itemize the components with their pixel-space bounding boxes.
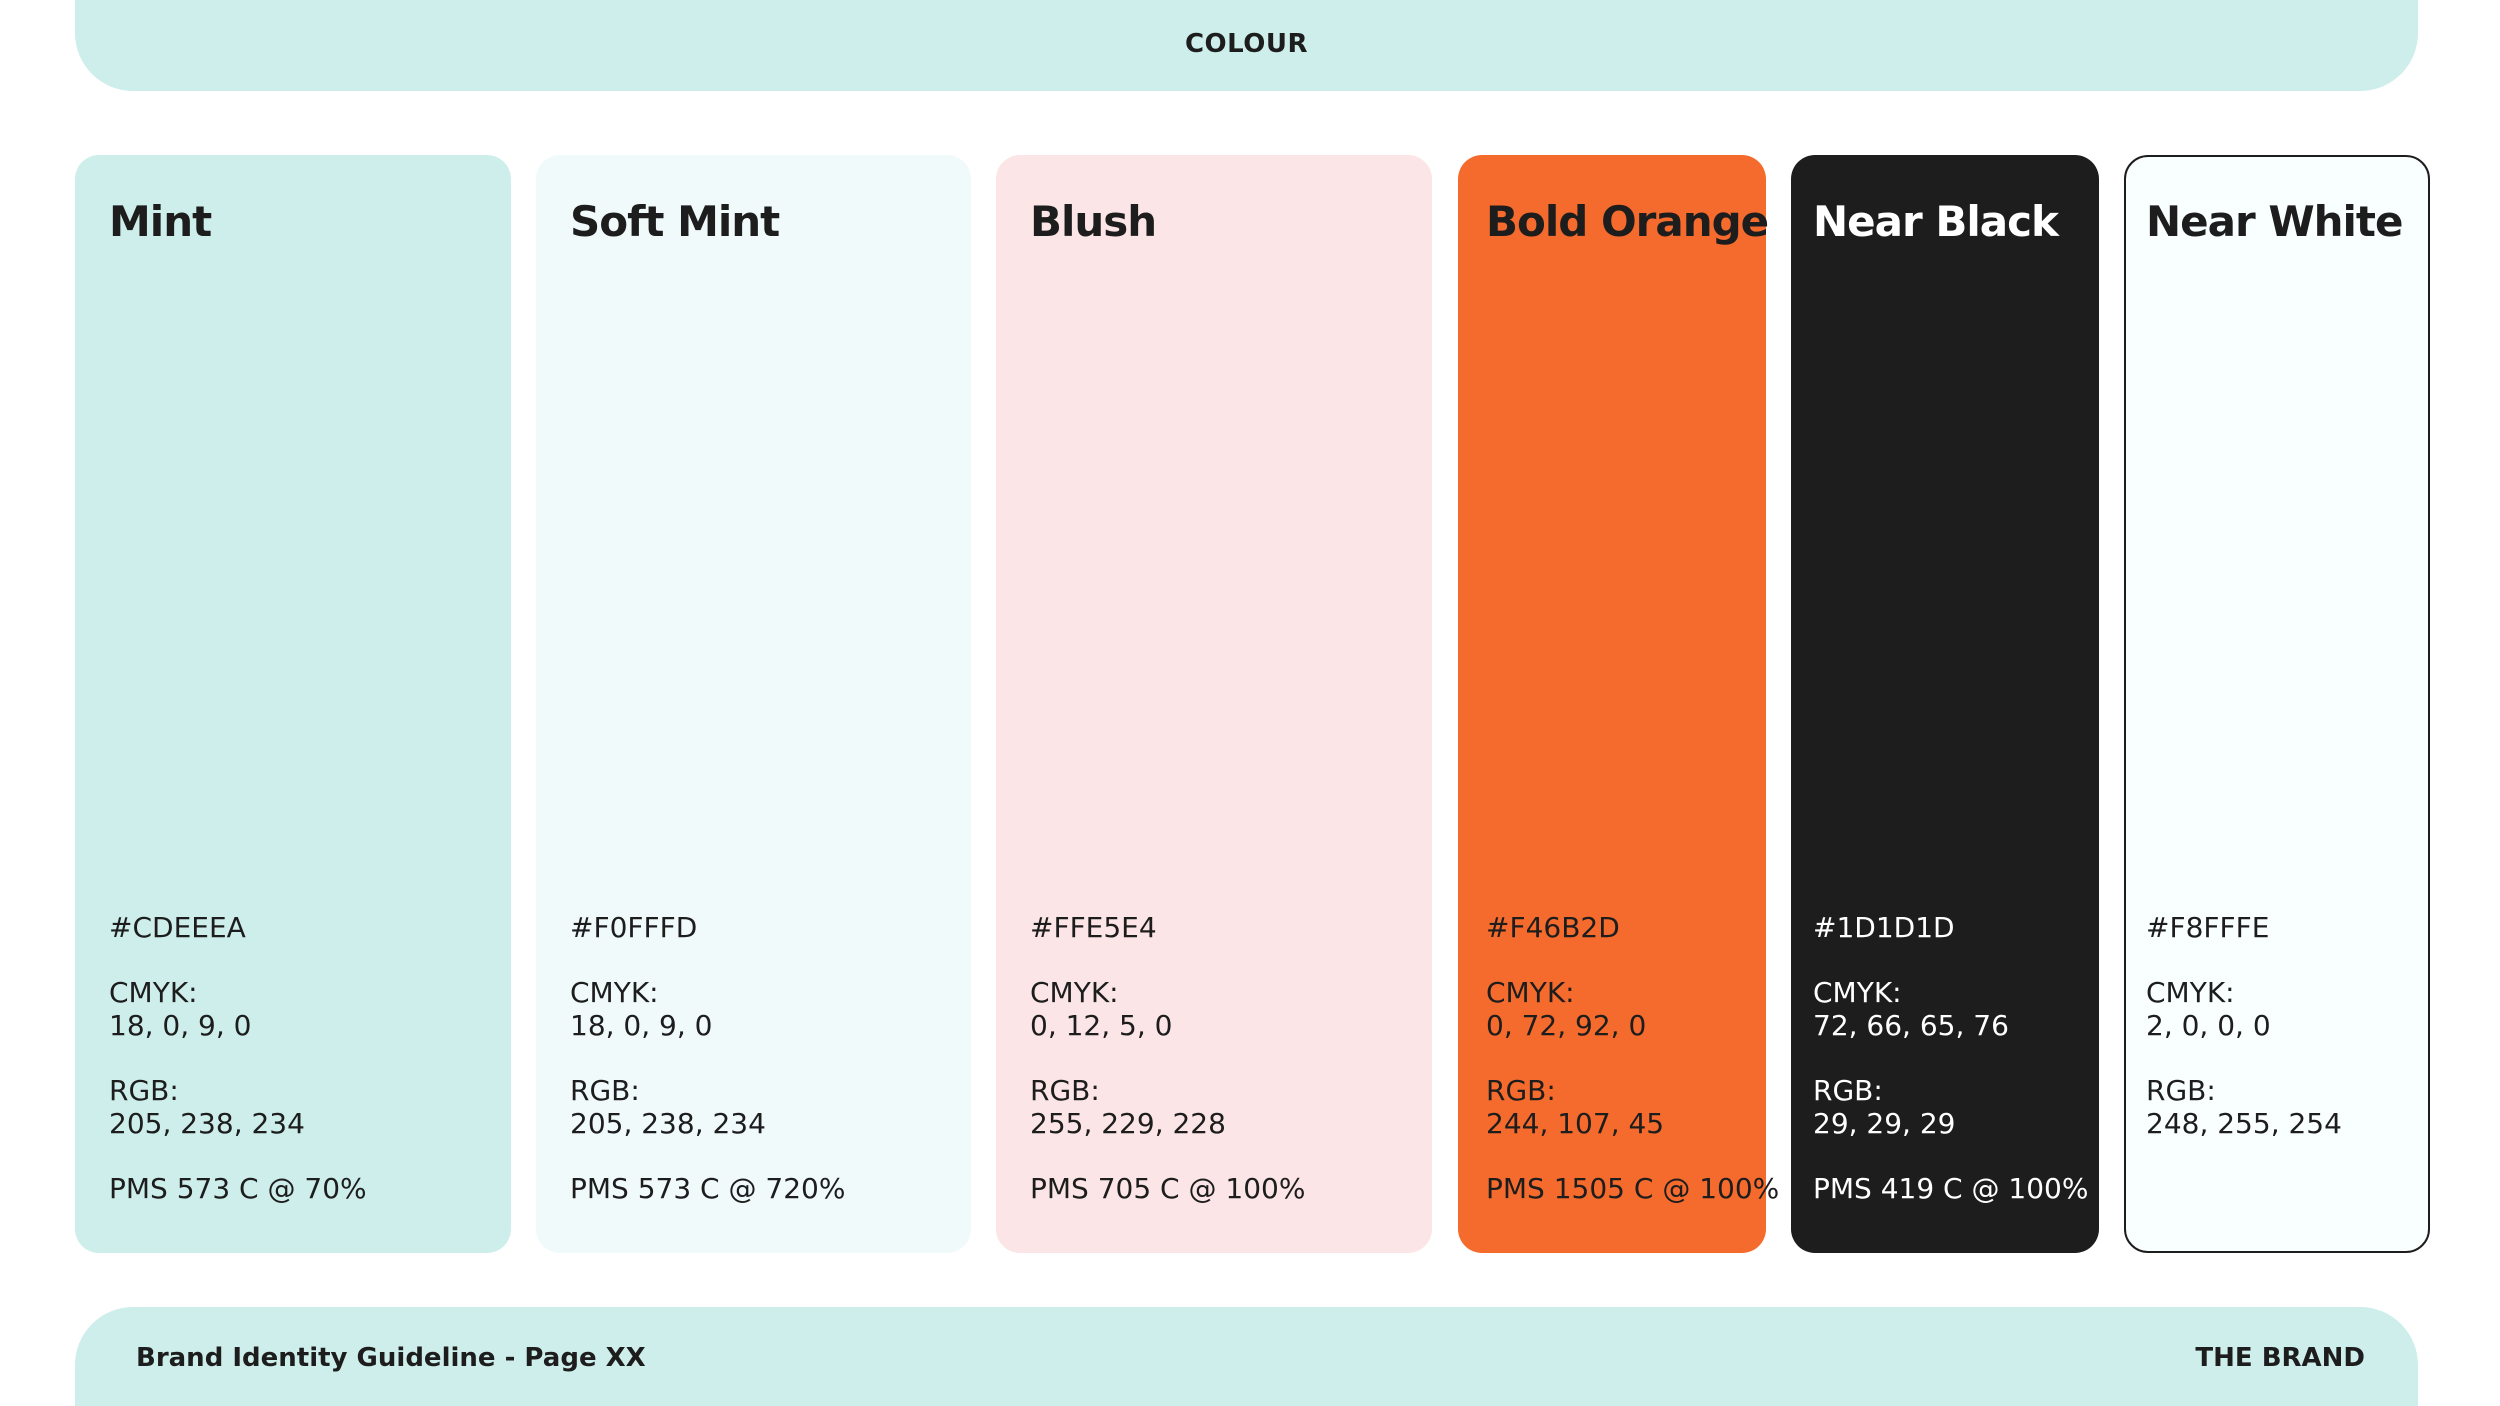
swatch-specs: #1D1D1D CMYK: 72, 66, 65, 76 RGB: 29, 29… bbox=[1813, 911, 2088, 1205]
swatch-name: Near White bbox=[2146, 197, 2403, 246]
rgb-label: RGB: bbox=[1813, 1074, 1883, 1107]
hex-value: #CDEEEA bbox=[109, 911, 246, 944]
rgb-value: 205, 238, 234 bbox=[109, 1107, 305, 1140]
rgb-label: RGB: bbox=[1030, 1074, 1100, 1107]
swatch-name: Soft Mint bbox=[570, 197, 780, 246]
pms-value: PMS 1505 C @ 100% bbox=[1486, 1172, 1780, 1205]
cmyk-value: 0, 12, 5, 0 bbox=[1030, 1009, 1173, 1042]
cmyk-value: 18, 0, 9, 0 bbox=[570, 1009, 713, 1042]
swatch-bold-orange: Bold Orange #F46B2D CMYK: 0, 72, 92, 0 R… bbox=[1458, 155, 1779, 1253]
cmyk-label: CMYK: bbox=[109, 976, 198, 1009]
swatch-specs: #F46B2D CMYK: 0, 72, 92, 0 RGB: 244, 107… bbox=[1486, 911, 1779, 1205]
rgb-label: RGB: bbox=[1486, 1074, 1556, 1107]
cmyk-value: 18, 0, 9, 0 bbox=[109, 1009, 252, 1042]
swatch-specs: #FFE5E4 CMYK: 0, 12, 5, 0 RGB: 255, 229,… bbox=[1030, 911, 1305, 1205]
rgb-label: RGB: bbox=[109, 1074, 179, 1107]
cmyk-label: CMYK: bbox=[1030, 976, 1119, 1009]
cmyk-value: 2, 0, 0, 0 bbox=[2146, 1009, 2271, 1042]
swatch-blush: Blush #FFE5E4 CMYK: 0, 12, 5, 0 RGB: 255… bbox=[996, 155, 1432, 1253]
rgb-value: 255, 229, 228 bbox=[1030, 1107, 1226, 1140]
swatch-mint: Mint #CDEEEA CMYK: 18, 0, 9, 0 RGB: 205,… bbox=[75, 155, 511, 1253]
hex-value: #1D1D1D bbox=[1813, 911, 1955, 944]
swatch-specs: #F0FFFD CMYK: 18, 0, 9, 0 RGB: 205, 238,… bbox=[570, 911, 845, 1205]
rgb-value: 244, 107, 45 bbox=[1486, 1107, 1665, 1140]
swatch-name: Blush bbox=[1030, 197, 1157, 246]
rgb-value: 29, 29, 29 bbox=[1813, 1107, 1956, 1140]
page-title: COLOUR bbox=[1184, 28, 1309, 59]
swatch-name: Bold Orange bbox=[1486, 197, 1769, 246]
pms-value: PMS 705 C @ 100% bbox=[1030, 1172, 1306, 1205]
rgb-label: RGB: bbox=[2146, 1074, 2216, 1107]
swatch-near-black: Near Black #1D1D1D CMYK: 72, 66, 65, 76 … bbox=[1791, 155, 2099, 1253]
footer-page-label: Brand Identity Guideline - Page XX bbox=[136, 1343, 646, 1373]
pms-value: PMS 573 C @ 70% bbox=[109, 1172, 367, 1205]
rgb-value: 205, 238, 234 bbox=[570, 1107, 766, 1140]
hex-value: #F8FFFE bbox=[2146, 911, 2270, 944]
pms-value: PMS 573 C @ 720% bbox=[570, 1172, 846, 1205]
footer-brand-label: THE BRAND bbox=[2195, 1343, 2365, 1373]
cmyk-value: 0, 72, 92, 0 bbox=[1486, 1009, 1647, 1042]
pms-value: PMS 419 C @ 100% bbox=[1813, 1172, 2089, 1205]
hex-value: #FFE5E4 bbox=[1030, 911, 1157, 944]
swatch-name: Near Black bbox=[1813, 197, 2059, 246]
hex-value: #F46B2D bbox=[1486, 911, 1620, 944]
footer-band: Brand Identity Guideline - Page XX THE B… bbox=[75, 1307, 2418, 1406]
swatch-specs: #F8FFFE CMYK: 2, 0, 0, 0 RGB: 248, 255, … bbox=[2146, 911, 2342, 1140]
swatch-near-white: Near White #F8FFFE CMYK: 2, 0, 0, 0 RGB:… bbox=[2124, 155, 2430, 1253]
cmyk-label: CMYK: bbox=[1813, 976, 1902, 1009]
hex-value: #F0FFFD bbox=[570, 911, 698, 944]
cmyk-label: CMYK: bbox=[570, 976, 659, 1009]
cmyk-label: CMYK: bbox=[1486, 976, 1575, 1009]
rgb-value: 248, 255, 254 bbox=[2146, 1107, 2342, 1140]
swatch-name: Mint bbox=[109, 197, 212, 246]
header-band: COLOUR bbox=[75, 0, 2418, 91]
cmyk-label: CMYK: bbox=[2146, 976, 2235, 1009]
rgb-label: RGB: bbox=[570, 1074, 640, 1107]
cmyk-value: 72, 66, 65, 76 bbox=[1813, 1009, 2009, 1042]
swatch-soft-mint: Soft Mint #F0FFFD CMYK: 18, 0, 9, 0 RGB:… bbox=[536, 155, 971, 1253]
swatch-specs: #CDEEEA CMYK: 18, 0, 9, 0 RGB: 205, 238,… bbox=[109, 911, 367, 1205]
